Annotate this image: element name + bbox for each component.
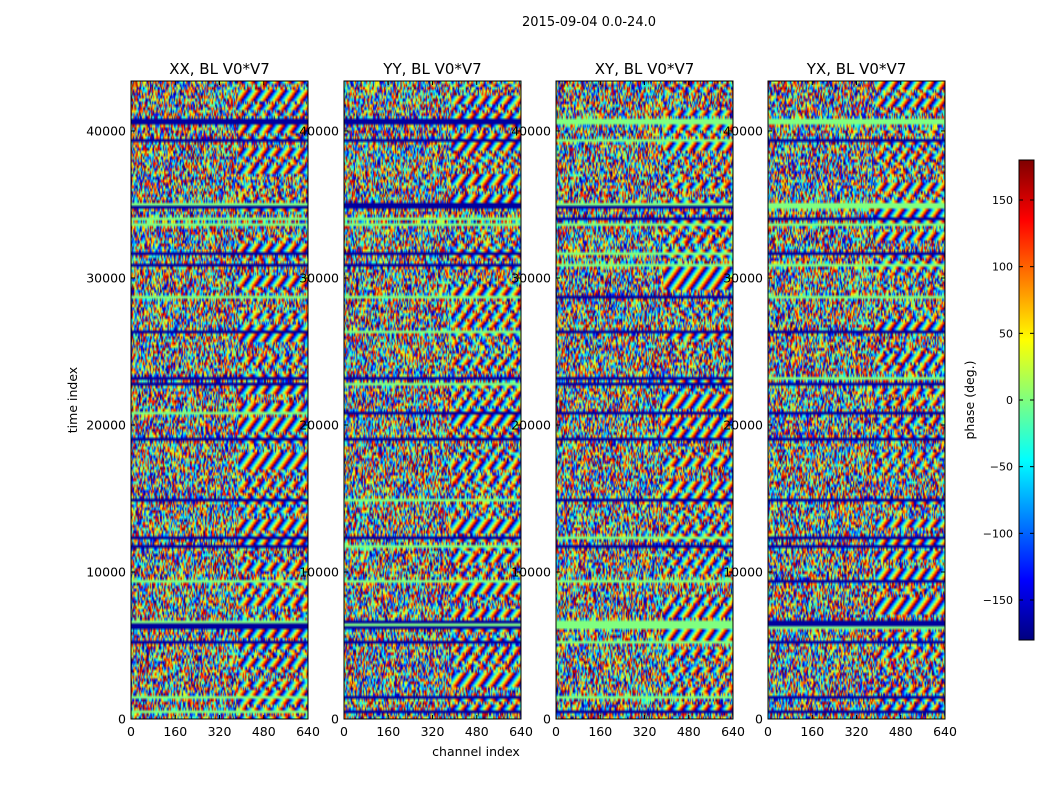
colorbar-label: phase (deg.) — [962, 361, 977, 440]
panel-title: YX, BL V0*V7 — [806, 60, 907, 78]
panel-4: YX, BL V0*V7 0 160 320 480 640 0 10000 20000 3000… — [723, 60, 957, 739]
y-tick-label: 40000 — [299, 123, 339, 138]
x-tick-label: 160 — [588, 724, 612, 739]
x-tick-label: 0 — [340, 724, 348, 739]
figure-title: 2015-09-04 0.0-24.0 — [522, 15, 656, 30]
x-tick-label: 160 — [163, 724, 187, 739]
x-tick-label: 0 — [764, 724, 772, 739]
x-tick-label: 480 — [252, 724, 276, 739]
y-tick-label: 10000 — [511, 564, 551, 579]
panel-2: YY, BL V0*V7 0 160 320 480 640 0 10000 20000 3000… — [299, 60, 533, 739]
x-tick-label: 640 — [933, 724, 957, 739]
y-tick-label: 20000 — [86, 417, 126, 432]
y-tick-label: 10000 — [299, 564, 339, 579]
panel-title: YY, BL V0*V7 — [382, 60, 481, 78]
panel-title: XY, BL V0*V7 — [595, 60, 695, 78]
colorbar-tick-label: −50 — [990, 461, 1013, 474]
x-tick-label: 320 — [845, 724, 869, 739]
x-tick-label: 480 — [677, 724, 701, 739]
y-axis-label: time index — [65, 367, 80, 433]
colorbar-tick-label: −150 — [983, 594, 1013, 607]
y-tick-label: 20000 — [299, 417, 339, 432]
colorbar-tick-label: 50 — [999, 327, 1013, 340]
y-tick-label: 30000 — [86, 270, 126, 285]
y-tick-label: 20000 — [723, 417, 763, 432]
y-tick-label: 20000 — [511, 417, 551, 432]
colorbar-tick-label: 100 — [992, 261, 1013, 274]
colorbar-tick-label: −100 — [983, 527, 1013, 540]
colorbar-ticks: −150 −100 −50 0 50 100 150 — [983, 194, 1034, 607]
panel-3: XY, BL V0*V7 0 160 320 480 640 0 10000 20000 3000… — [511, 60, 745, 739]
panel-title: XX, BL V0*V7 — [169, 60, 270, 78]
x-tick-label: 640 — [509, 724, 533, 739]
y-tick-label: 0 — [543, 712, 551, 727]
x-tick-label: 640 — [296, 724, 320, 739]
panel-1: XX, BL V0*V7 0 160 320 480 640 0 10000 20000 3000… — [86, 60, 320, 739]
panel-heatmap — [344, 81, 521, 719]
colorbar-tick-label: 0 — [1006, 394, 1013, 407]
y-tick-label: 30000 — [511, 270, 551, 285]
y-tick-label: 10000 — [723, 564, 763, 579]
x-tick-label: 640 — [721, 724, 745, 739]
x-tick-label: 160 — [800, 724, 824, 739]
y-tick-label: 0 — [118, 712, 126, 727]
x-tick-label: 320 — [208, 724, 232, 739]
x-tick-label: 320 — [633, 724, 657, 739]
panel-heatmap — [131, 81, 308, 719]
colorbar-tick-label: 150 — [992, 194, 1013, 207]
y-tick-label: 40000 — [723, 123, 763, 138]
x-tick-label: 480 — [889, 724, 913, 739]
panel-heatmap — [556, 81, 733, 719]
panels-group: XX, BL V0*V7 0 160 320 480 640 0 10000 20000 3000… — [86, 60, 957, 739]
y-tick-label: 0 — [755, 712, 763, 727]
x-axis-label: channel index — [432, 744, 520, 759]
x-tick-label: 160 — [376, 724, 400, 739]
y-tick-label: 40000 — [511, 123, 551, 138]
y-tick-label: 30000 — [299, 270, 339, 285]
y-tick-label: 0 — [331, 712, 339, 727]
y-tick-label: 10000 — [86, 564, 126, 579]
colorbar: −150 −100 −50 0 50 100 150 phase (deg.) — [962, 159, 1035, 641]
x-tick-label: 320 — [421, 724, 445, 739]
y-tick-label: 40000 — [86, 123, 126, 138]
panel-heatmap — [768, 81, 945, 719]
x-tick-label: 0 — [127, 724, 135, 739]
x-tick-label: 0 — [552, 724, 560, 739]
x-tick-label: 480 — [465, 724, 489, 739]
y-tick-label: 30000 — [723, 270, 763, 285]
